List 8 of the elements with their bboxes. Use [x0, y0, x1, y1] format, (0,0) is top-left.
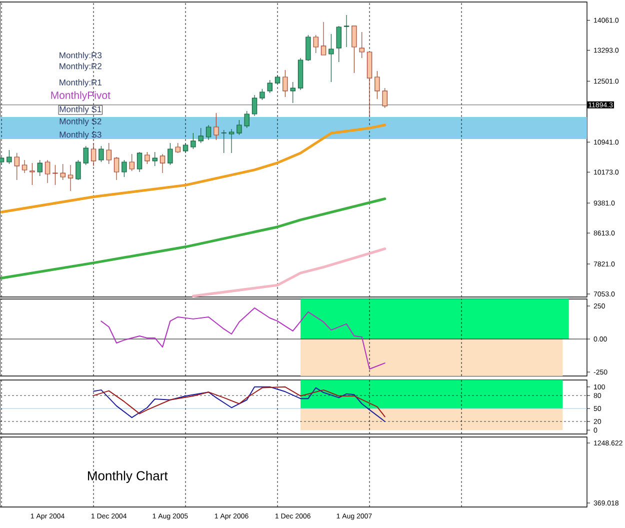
annotation: Monthly S3	[60, 131, 102, 140]
annotation: Monthly S2	[60, 118, 102, 126]
annotation: Monthly:R3	[60, 52, 102, 60]
annotation: Monthly:R1	[60, 79, 102, 88]
annotation: Monthly:R2	[60, 62, 102, 71]
annotation: Monthly Chart	[88, 470, 168, 483]
annotation: MonthlyPivot	[51, 91, 110, 101]
annotation: Monthly S1	[60, 106, 102, 114]
